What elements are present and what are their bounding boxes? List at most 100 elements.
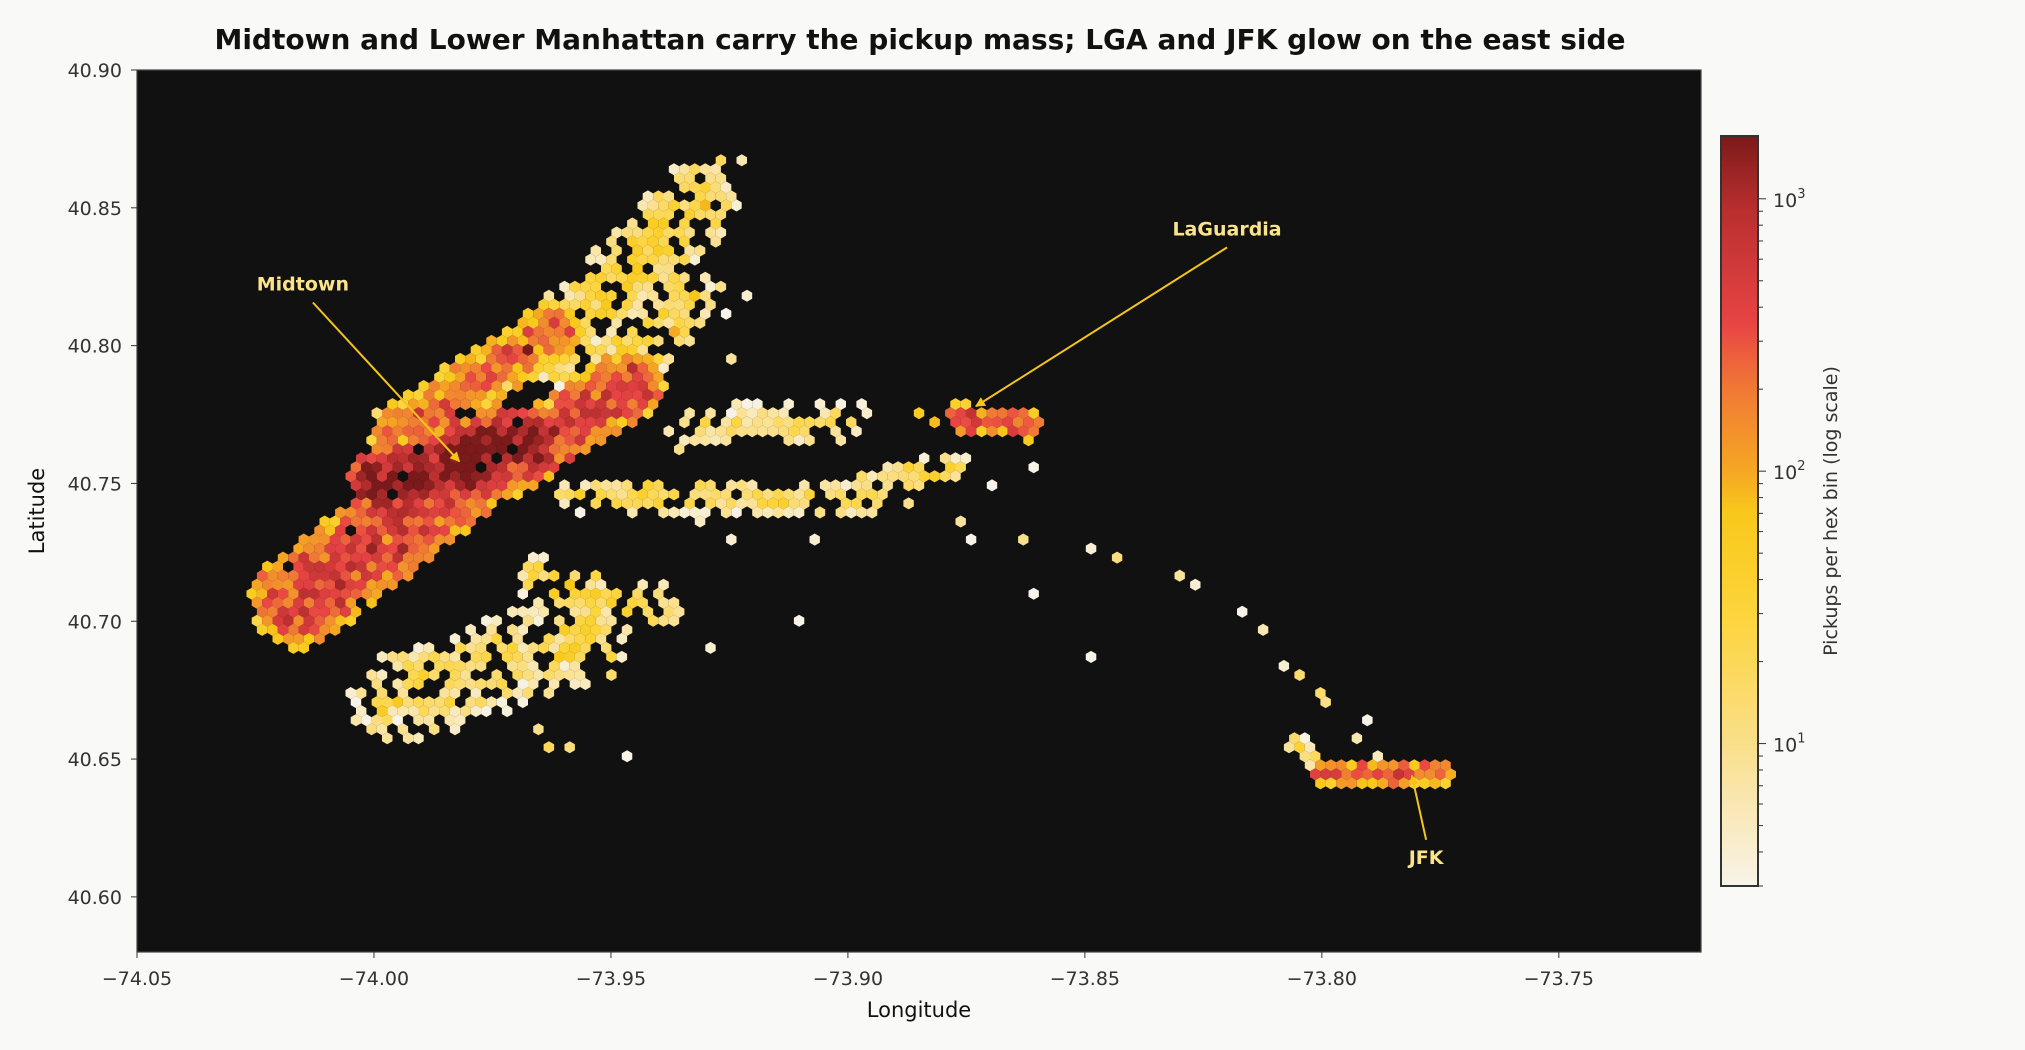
hex-bin (501, 488, 513, 501)
hex-bin (387, 452, 398, 465)
hex-bin (606, 488, 617, 501)
hex-bin (397, 434, 409, 447)
hex-bin (913, 461, 925, 474)
hex-bin (444, 389, 455, 402)
hex-bin (569, 280, 581, 293)
hex-bin (465, 641, 476, 654)
hex-bin (846, 416, 857, 429)
hex-bin (684, 298, 695, 311)
hex-bin (569, 605, 581, 618)
hex-bin (548, 425, 560, 438)
hex-bin (559, 623, 570, 636)
hex-bin (548, 407, 560, 420)
hex-bin (376, 524, 388, 537)
hex-bin (361, 461, 372, 474)
hex-bin (1351, 768, 1363, 781)
hex-bin (674, 226, 685, 239)
hex-bin (350, 533, 362, 546)
hex-bin (668, 289, 680, 302)
hex-bin (1002, 416, 1013, 429)
hex-bin (277, 605, 289, 618)
hex-bin (376, 452, 388, 465)
hex-bin (496, 389, 508, 402)
hex-bin (548, 389, 560, 402)
hex-bin (564, 434, 575, 447)
hex-bin (1325, 777, 1337, 790)
hex-bin (303, 596, 315, 609)
hex-bin (731, 506, 742, 519)
hex-bin (674, 172, 685, 185)
hex-bin (653, 371, 664, 383)
hex-bin (851, 425, 862, 438)
hex-bin (397, 506, 409, 519)
hex-bin (590, 280, 601, 293)
hex-bin (627, 307, 638, 320)
hex-bin (1372, 750, 1383, 763)
hex-bin (1028, 587, 1039, 600)
hex-bin (637, 199, 648, 212)
hex-bin (705, 479, 716, 492)
hex-bin (314, 632, 325, 645)
hex-bin (564, 596, 575, 609)
hex-bin (595, 488, 607, 501)
hex-bin (668, 325, 680, 338)
hex-bin (548, 678, 560, 690)
hex-bin (455, 641, 466, 654)
hex-bin (512, 380, 523, 393)
hex-bin (601, 407, 612, 420)
annotation-label: LaGuardia (1172, 218, 1281, 240)
hex-bin (1346, 777, 1357, 790)
hex-bin (319, 623, 330, 636)
hex-bin (585, 614, 596, 627)
hex-bin (783, 416, 794, 429)
hex-bin (611, 262, 622, 275)
hex-bin (413, 696, 424, 709)
hex-bin (423, 714, 435, 727)
hex-bin (350, 497, 362, 510)
hex-bin (371, 443, 382, 456)
hex-bin (522, 343, 534, 356)
colorbar-tick-label: 103 (1773, 187, 1805, 212)
hex-bin (1012, 416, 1024, 429)
hex-bin (590, 569, 601, 582)
hex-bin (288, 641, 299, 654)
hex-bin (345, 687, 356, 700)
hex-bin (350, 605, 362, 618)
hex-bin (965, 425, 977, 438)
hex-bin (1310, 750, 1321, 763)
hex-bin (356, 524, 367, 537)
hex-bin (960, 398, 972, 411)
hex-bin (444, 479, 455, 492)
hex-bin (277, 623, 289, 636)
hex-bin (580, 587, 591, 600)
hex-bin (663, 244, 674, 257)
x-tick-label: −73.95 (576, 968, 646, 990)
hex-bin (647, 289, 659, 302)
hex-bin (413, 479, 424, 492)
x-tick-label: −73.90 (813, 968, 883, 990)
hex-bin (757, 497, 768, 510)
hex-bin (1356, 777, 1368, 790)
hex-bin (627, 271, 638, 284)
hex-bin (554, 614, 565, 627)
hex-bin (658, 362, 669, 374)
hex-bin (491, 380, 502, 393)
hex-bin (293, 578, 304, 591)
hex-bin (601, 587, 612, 600)
hex-bin (799, 497, 810, 510)
hex-bin (548, 569, 560, 582)
hex-bin (585, 578, 596, 591)
hex-bin (1372, 768, 1383, 781)
hex-bin (350, 714, 362, 727)
hex-bin (335, 596, 346, 609)
hex-bin (366, 560, 377, 573)
hex-bin (496, 461, 508, 474)
hex-bin (606, 416, 617, 429)
hex-bin (512, 434, 523, 447)
hex-bin (470, 650, 482, 663)
hex-bin (694, 515, 706, 528)
hex-bin (1398, 777, 1410, 790)
hex-bin (835, 506, 846, 519)
hex-bin (1351, 732, 1363, 745)
